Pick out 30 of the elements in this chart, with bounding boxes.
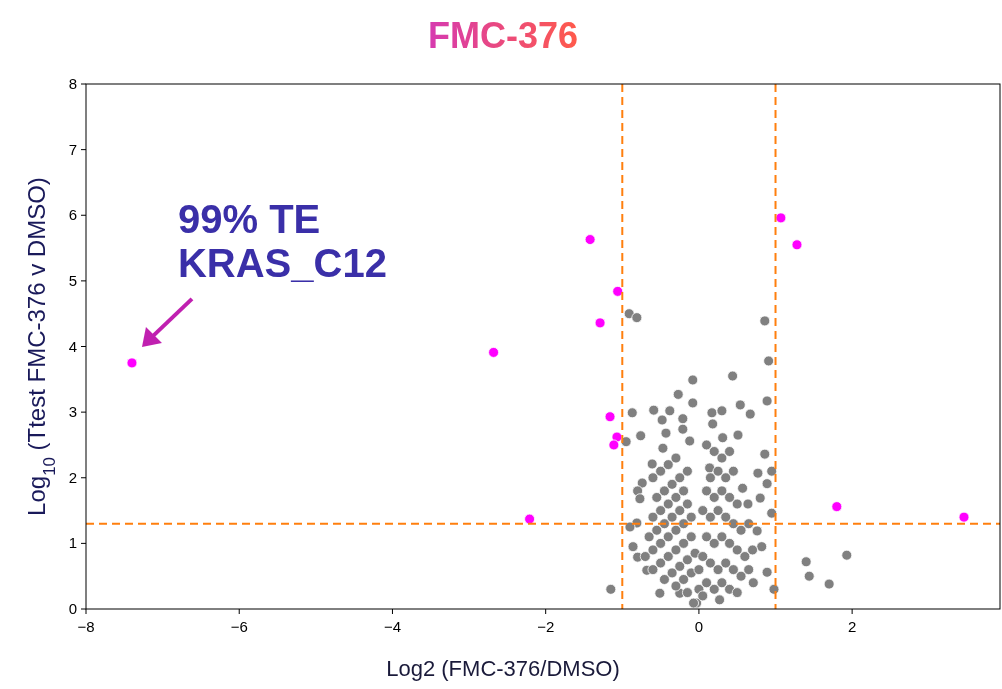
point [524,513,535,525]
point [958,511,970,523]
y-tick-label: 4 [68,337,77,355]
point [488,347,499,358]
annotation: 99% TE KRAS_C12 [177,196,387,285]
x-tick-label: −6 [230,618,248,635]
x-tick-label: 2 [847,618,857,635]
y-tick-label: 3 [68,403,77,421]
y-tick-label: 5 [68,271,77,289]
chart-title: FMC-376 [427,15,579,56]
point [584,234,596,245]
point [594,317,606,329]
point [775,212,787,224]
point [791,239,803,251]
x-tick-label: −8 [77,618,95,635]
x-tick-label: 0 [694,618,704,635]
x-tick-label: −4 [383,618,402,635]
point [604,411,616,423]
point [126,357,138,369]
point [612,285,624,297]
y-tick-label: 8 [68,75,77,92]
y-tick-label: 6 [68,206,77,224]
x-axis-title: Log2 (FMC-376/DMSO) [386,656,620,681]
x-tick-label: −2 [537,618,555,635]
y-tick-label: 1 [68,534,77,552]
y-tick-label: 7 [68,140,77,158]
point [831,501,843,513]
y-tick-label: 0 [68,600,77,617]
point [608,439,620,451]
y-tick-label: 2 [68,468,77,486]
